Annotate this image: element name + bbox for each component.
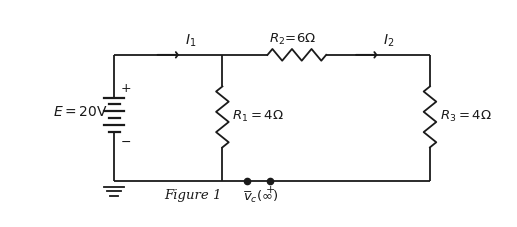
Text: $I_2$: $I_2$ [383,33,394,49]
Text: $+$: $+$ [120,82,131,95]
Text: $-$: $-$ [120,135,131,148]
Text: $v_c(\infty)$: $v_c(\infty)$ [243,189,279,205]
Text: $E=20\mathrm{V}$: $E=20\mathrm{V}$ [53,105,108,119]
Text: Figure 1: Figure 1 [164,189,222,202]
Text: $-$: $-$ [242,185,252,195]
Text: $I_1$: $I_1$ [186,33,197,49]
Text: $+$: $+$ [265,184,275,195]
Text: $R_3=4\Omega$: $R_3=4\Omega$ [440,109,492,124]
Text: $R_2\!=\!6\Omega$: $R_2\!=\!6\Omega$ [269,32,316,47]
Text: $R_1=4\Omega$: $R_1=4\Omega$ [232,109,284,124]
